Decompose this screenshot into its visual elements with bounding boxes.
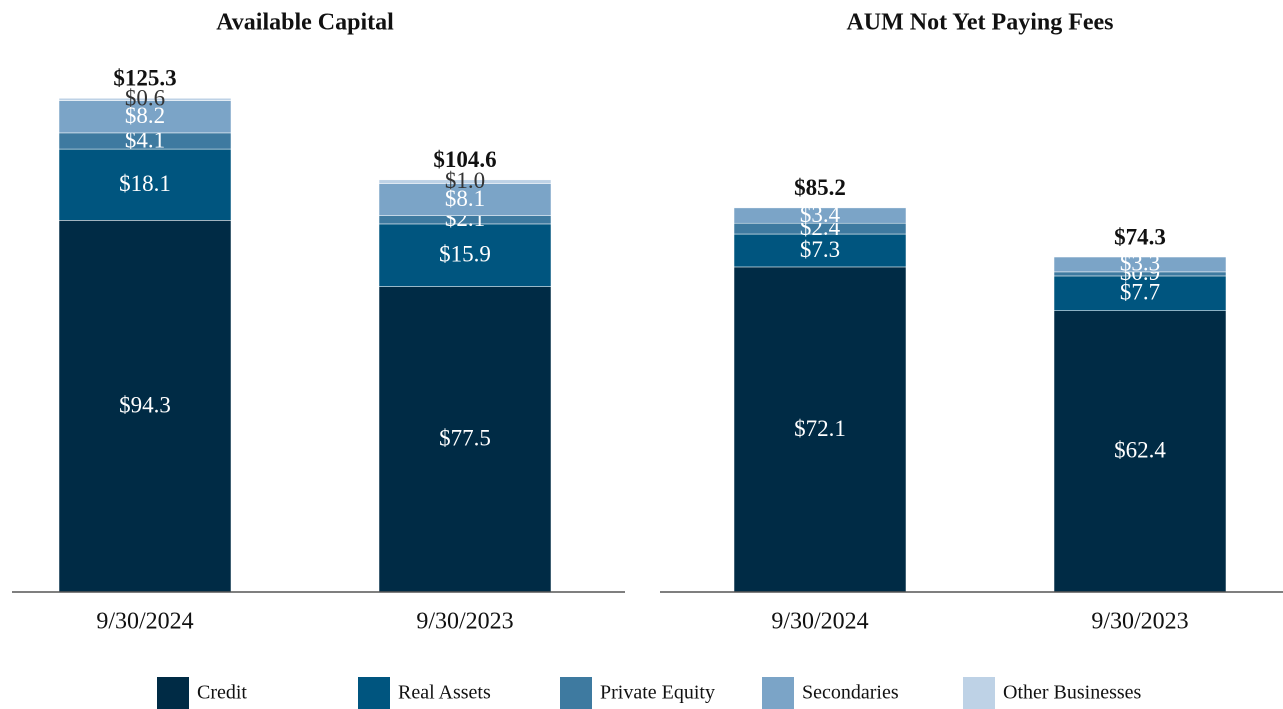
data-label: $0.6 — [125, 86, 165, 111]
x-tick-label: 9/30/2024 — [96, 609, 193, 635]
bar-segment — [58, 97, 232, 101]
legend-swatch — [560, 677, 592, 709]
total-label: $85.2 — [794, 175, 846, 200]
data-label: $18.1 — [119, 171, 171, 196]
bar-segment — [58, 220, 232, 593]
x-tick-label: 9/30/2023 — [1091, 609, 1188, 635]
data-label: $94.3 — [119, 392, 171, 417]
bar-segment — [733, 266, 907, 593]
legend-label: Real Assets — [398, 682, 491, 704]
data-label: $77.5 — [439, 426, 491, 451]
legend-label: Secondaries — [802, 682, 899, 704]
data-label: $62.4 — [1114, 438, 1166, 463]
legend-label: Credit — [197, 682, 247, 704]
data-label: $1.0 — [445, 168, 485, 193]
legend-swatch — [762, 677, 794, 709]
chart-title: AUM Not Yet Paying Fees — [846, 10, 1113, 36]
legend-swatch — [157, 677, 189, 709]
bar-segment — [378, 223, 552, 287]
x-tick-label: 9/30/2023 — [416, 609, 513, 635]
total-label: $125.3 — [113, 66, 176, 91]
data-label: $15.9 — [439, 242, 491, 267]
bar-segment — [1053, 310, 1227, 593]
data-label: $72.1 — [794, 416, 846, 441]
total-label: $104.6 — [433, 147, 496, 172]
bar-segment — [378, 183, 552, 216]
total-label: $74.3 — [1114, 224, 1166, 249]
data-label: $3.3 — [1120, 251, 1160, 276]
bar-segment — [733, 233, 907, 268]
legend-label: Other Businesses — [1003, 682, 1142, 704]
bar-segment — [378, 179, 552, 184]
data-label: $8.2 — [125, 103, 165, 128]
bar-segment — [1053, 275, 1227, 311]
x-tick-label: 9/30/2024 — [771, 609, 868, 635]
bar-segment — [58, 148, 232, 221]
legend-swatch — [358, 677, 390, 709]
legend-label: Private Equity — [600, 682, 715, 704]
data-label: $7.3 — [800, 237, 840, 262]
data-label: $8.1 — [445, 186, 485, 211]
chart-title: Available Capital — [216, 10, 394, 36]
legend-swatch — [963, 677, 995, 709]
bar-segment — [378, 286, 552, 593]
bar-segment — [58, 100, 232, 134]
bar-segment — [733, 207, 907, 224]
bar-segment — [1053, 256, 1227, 273]
data-label: $7.7 — [1120, 280, 1160, 305]
data-label: $3.4 — [800, 202, 841, 227]
